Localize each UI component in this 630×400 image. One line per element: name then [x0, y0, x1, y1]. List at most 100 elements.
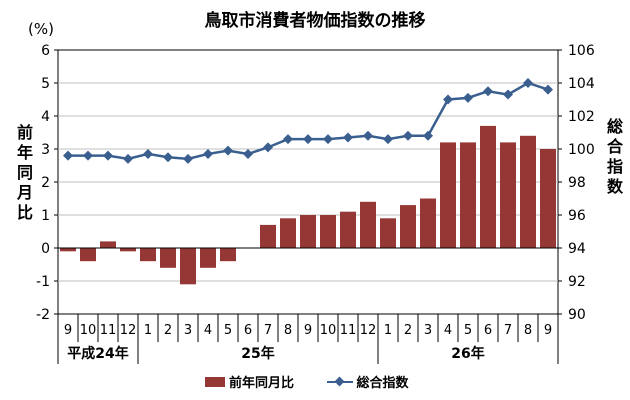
index-point — [363, 130, 373, 141]
x-tick-label: 3 — [424, 323, 432, 338]
x-tick-label: 11 — [100, 323, 117, 338]
x-tick-label: 8 — [524, 323, 532, 338]
x-tick-label: 1 — [144, 323, 152, 338]
y-right-tick-label: 106 — [568, 43, 595, 59]
bar — [400, 205, 416, 248]
bar — [200, 248, 216, 268]
x-tick-label: 5 — [224, 323, 232, 338]
bar — [280, 218, 296, 248]
y-right-tick-label: 96 — [568, 208, 586, 224]
bar — [60, 248, 76, 252]
index-point — [263, 142, 273, 153]
x-tick-label: 11 — [340, 323, 357, 338]
x-tick-label: 7 — [504, 323, 512, 338]
chart-title: 鳥取市消費者物価指数の推移 — [204, 11, 426, 31]
x-tick-label: 12 — [360, 323, 377, 338]
bar — [460, 142, 476, 248]
index-point — [83, 150, 93, 161]
index-point — [283, 134, 293, 145]
index-point — [63, 150, 73, 161]
legend-label-line: 総合指数 — [356, 376, 409, 391]
bar — [500, 142, 516, 248]
bar — [300, 215, 316, 248]
x-tick-label: 2 — [164, 323, 172, 338]
index-point — [243, 148, 253, 159]
x-tick-label: 6 — [244, 323, 252, 338]
bar — [160, 248, 176, 268]
bar — [340, 211, 356, 248]
y-right-tick-label: 104 — [568, 76, 595, 92]
x-tick-label: 8 — [284, 323, 292, 338]
y-right-tick-label: 92 — [568, 274, 586, 290]
bar — [100, 241, 116, 248]
y-left-tick-label: 3 — [41, 142, 50, 158]
y-right-tick-label: 102 — [568, 109, 595, 125]
index-point — [503, 89, 513, 100]
bar — [260, 224, 276, 248]
index-point — [123, 153, 133, 164]
index-point — [543, 84, 553, 95]
y-right-tick-label: 90 — [568, 307, 586, 323]
index-point — [403, 130, 413, 141]
y-left-tick-label: 6 — [41, 43, 50, 59]
bar — [220, 248, 236, 262]
index-point — [343, 132, 353, 143]
index-point — [143, 148, 153, 159]
bar — [360, 201, 376, 248]
y-left-tick-label: 1 — [41, 208, 50, 224]
x-tick-label: 9 — [64, 323, 72, 338]
y-left-tick-label: -1 — [36, 274, 50, 290]
x-tick-label: 2 — [404, 323, 412, 338]
index-point — [463, 92, 473, 103]
y-left-axis-label: 前年同月比 — [14, 124, 33, 224]
legend: 前年同月比 総合指数 — [205, 372, 465, 392]
y-right-tick-label: 94 — [568, 241, 586, 257]
x-tick-label: 9 — [304, 323, 312, 338]
unit-label: (%) — [28, 20, 54, 38]
year-group-label: 26年 — [451, 345, 484, 362]
y-left-tick-label: -2 — [36, 307, 50, 323]
legend-swatch-bar — [205, 376, 225, 387]
x-tick-label: 6 — [484, 323, 492, 338]
legend-swatch-line — [326, 377, 353, 387]
y-left-tick-label: 0 — [41, 241, 50, 257]
index-point — [423, 130, 433, 141]
year-group-label: 平成24年 — [67, 345, 128, 362]
x-tick-label: 10 — [80, 323, 97, 338]
index-point — [163, 152, 173, 163]
x-tick-label: 7 — [264, 323, 272, 338]
index-point — [203, 148, 213, 159]
bar — [320, 215, 336, 248]
y-right-tick-label: 98 — [568, 175, 586, 191]
y-left-tick-label: 5 — [41, 76, 50, 92]
bar — [180, 248, 196, 285]
index-point — [183, 153, 193, 164]
index-point — [303, 134, 313, 145]
bar — [520, 135, 536, 248]
x-tick-label: 10 — [320, 323, 337, 338]
bar — [380, 218, 396, 248]
legend-label-bar: 前年同月比 — [229, 376, 295, 391]
bar — [420, 198, 436, 248]
bar — [120, 248, 136, 252]
legend-item-bar: 前年同月比 — [205, 372, 294, 391]
x-tick-label: 1 — [384, 323, 392, 338]
x-tick-label: 5 — [464, 323, 472, 338]
index-point — [223, 145, 233, 156]
legend-item-line: 総合指数 — [326, 372, 409, 391]
y-left-tick-label: 4 — [41, 109, 50, 125]
index-point — [103, 150, 113, 161]
y-right-axis-label: 総合指数 — [604, 118, 623, 198]
y-right-tick-label: 100 — [568, 142, 595, 158]
x-tick-label: 4 — [444, 323, 452, 338]
bar — [440, 142, 456, 248]
x-tick-label: 4 — [204, 323, 212, 338]
x-tick-label: 9 — [544, 323, 552, 338]
bar — [80, 248, 96, 262]
index-point — [443, 94, 453, 105]
bar — [540, 149, 556, 248]
index-point — [323, 134, 333, 145]
index-point — [383, 134, 393, 145]
x-tick-label: 3 — [184, 323, 192, 338]
